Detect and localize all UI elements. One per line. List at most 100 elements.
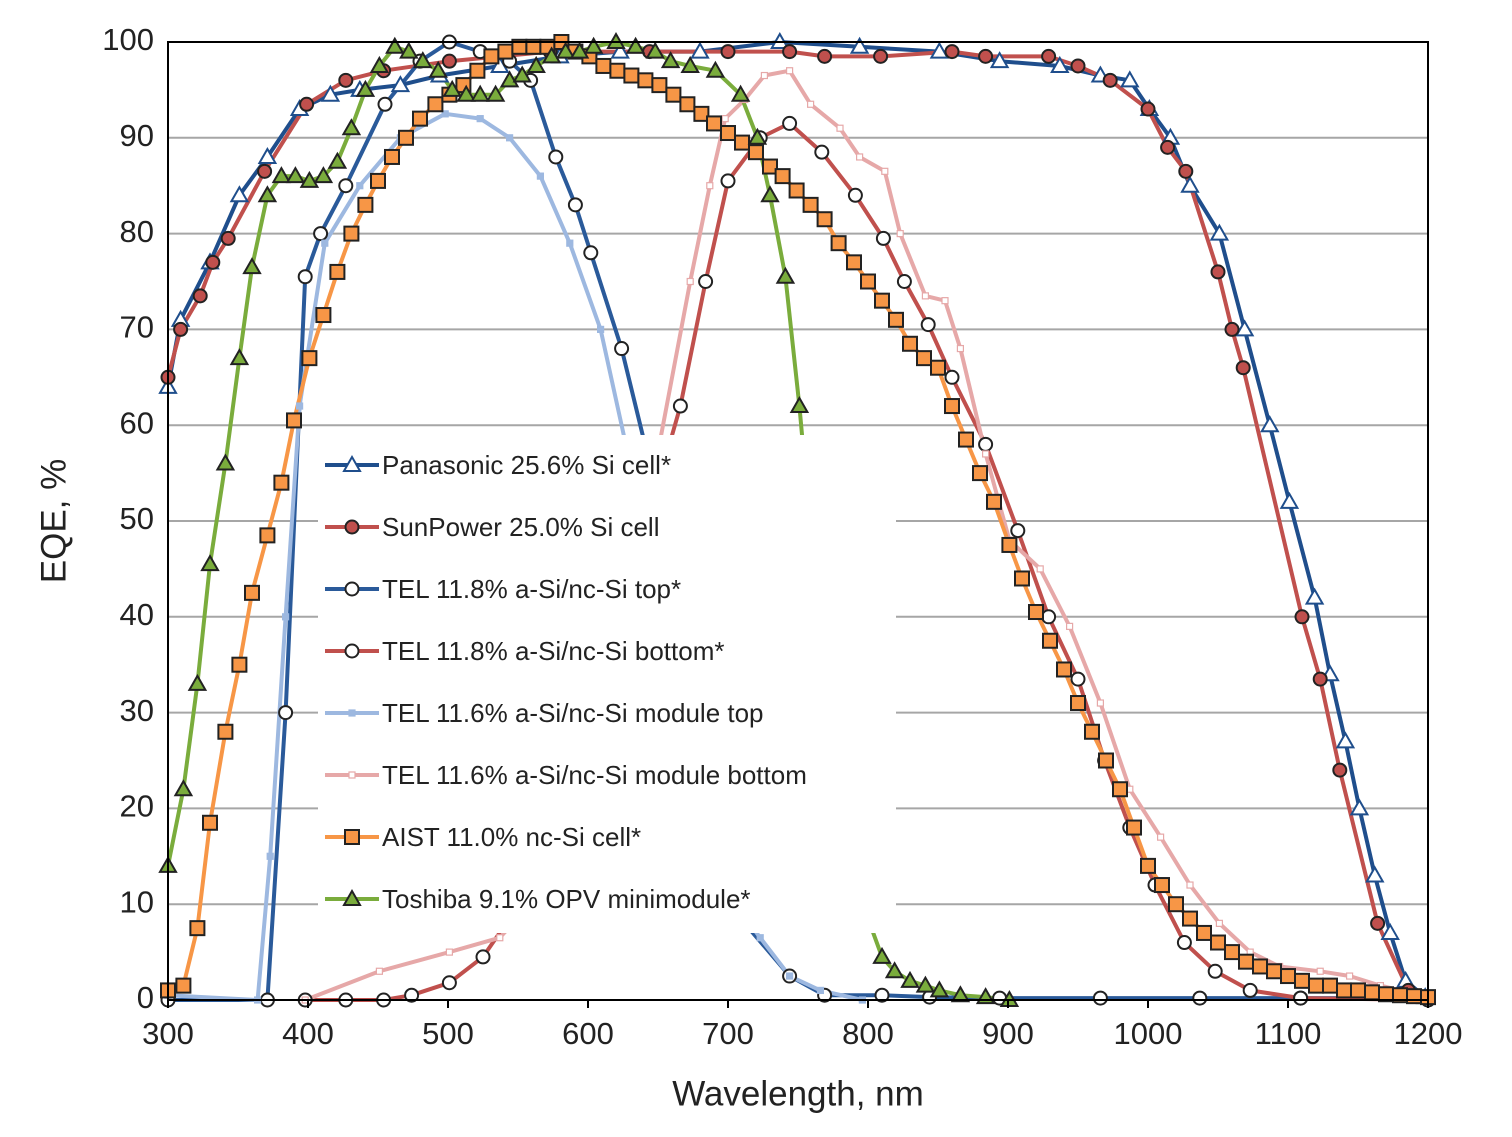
y-tick-label: 40	[120, 597, 154, 632]
marker	[660, 51, 681, 69]
marker	[614, 341, 630, 357]
y-tick-label: 80	[120, 214, 154, 249]
legend-label: TEL 11.8% a-Si/nc-Si bottom*	[382, 636, 724, 666]
marker	[200, 554, 220, 572]
marker	[499, 70, 520, 88]
marker	[875, 230, 891, 246]
marker	[762, 158, 778, 175]
y-tick-label: 10	[120, 884, 154, 919]
marker	[836, 124, 844, 132]
marker	[860, 273, 876, 290]
marker	[344, 519, 360, 535]
marker	[282, 613, 290, 621]
marker	[413, 51, 433, 69]
marker	[215, 453, 236, 471]
marker	[476, 115, 484, 123]
marker	[915, 975, 936, 993]
marker	[989, 51, 1010, 69]
marker	[1126, 819, 1142, 836]
marker	[583, 245, 599, 261]
marker	[609, 62, 626, 79]
marker	[1186, 881, 1194, 889]
marker	[1065, 622, 1074, 630]
series-line	[305, 121, 1429, 1002]
marker	[802, 196, 819, 213]
marker	[896, 230, 904, 238]
marker	[1112, 781, 1128, 798]
y-tick-label: 0	[137, 980, 154, 1015]
marker	[1042, 632, 1058, 649]
marker	[956, 344, 965, 353]
x-tick-label: 1000	[1114, 1016, 1183, 1051]
marker	[1140, 857, 1156, 874]
marker	[456, 84, 476, 102]
marker	[192, 288, 208, 304]
marker	[313, 166, 334, 184]
marker	[384, 148, 400, 165]
marker	[342, 454, 362, 472]
marker	[187, 673, 208, 691]
y-tick-label: 50	[120, 501, 154, 536]
x-tick-label: 700	[702, 1016, 754, 1051]
marker	[720, 125, 736, 142]
y-tick-label: 60	[120, 405, 154, 440]
marker	[220, 230, 236, 246]
marker	[427, 96, 444, 113]
marker	[884, 961, 905, 979]
marker	[849, 36, 870, 54]
marker	[1070, 671, 1086, 687]
y-tick-label: 30	[120, 693, 154, 728]
marker	[1293, 990, 1309, 1006]
marker	[512, 65, 532, 83]
marker	[1252, 958, 1268, 975]
x-tick-label: 900	[982, 1016, 1034, 1051]
marker	[398, 129, 414, 146]
legend-label: SunPower 25.0% Si cell	[382, 512, 659, 542]
marker	[706, 115, 722, 132]
marker	[721, 115, 729, 123]
marker	[785, 972, 794, 980]
marker	[775, 266, 796, 284]
marker	[1070, 695, 1086, 712]
marker	[665, 86, 682, 103]
marker	[1084, 723, 1100, 740]
marker	[1345, 972, 1354, 980]
marker	[782, 44, 798, 60]
marker	[548, 149, 564, 165]
marker	[231, 656, 248, 673]
marker	[625, 36, 646, 54]
marker	[874, 292, 890, 309]
marker	[566, 239, 574, 247]
x-axis-title: Wavelength, nm	[672, 1074, 924, 1113]
marker	[1014, 570, 1030, 587]
marker	[873, 48, 889, 64]
marker	[679, 96, 696, 113]
marker	[338, 178, 354, 194]
marker	[1028, 604, 1044, 621]
marker	[404, 987, 420, 1003]
marker	[569, 41, 590, 59]
marker	[705, 60, 726, 78]
marker	[782, 115, 798, 131]
marker	[774, 168, 791, 185]
marker	[469, 62, 486, 79]
marker	[846, 254, 862, 271]
marker	[672, 398, 688, 414]
legend-label: TEL 11.6% a-Si/nc-Si module bottom	[382, 760, 807, 790]
x-tick-label: 800	[842, 1016, 894, 1051]
marker	[944, 44, 960, 60]
marker	[1365, 865, 1385, 883]
marker	[1168, 896, 1184, 913]
marker	[342, 888, 362, 906]
marker	[1182, 910, 1198, 927]
marker	[645, 41, 665, 59]
marker	[348, 771, 356, 779]
marker	[1312, 671, 1328, 687]
marker	[536, 172, 545, 180]
marker	[278, 705, 294, 721]
marker	[1070, 58, 1086, 74]
marker	[205, 254, 221, 270]
marker	[299, 170, 320, 188]
marker	[806, 100, 815, 108]
